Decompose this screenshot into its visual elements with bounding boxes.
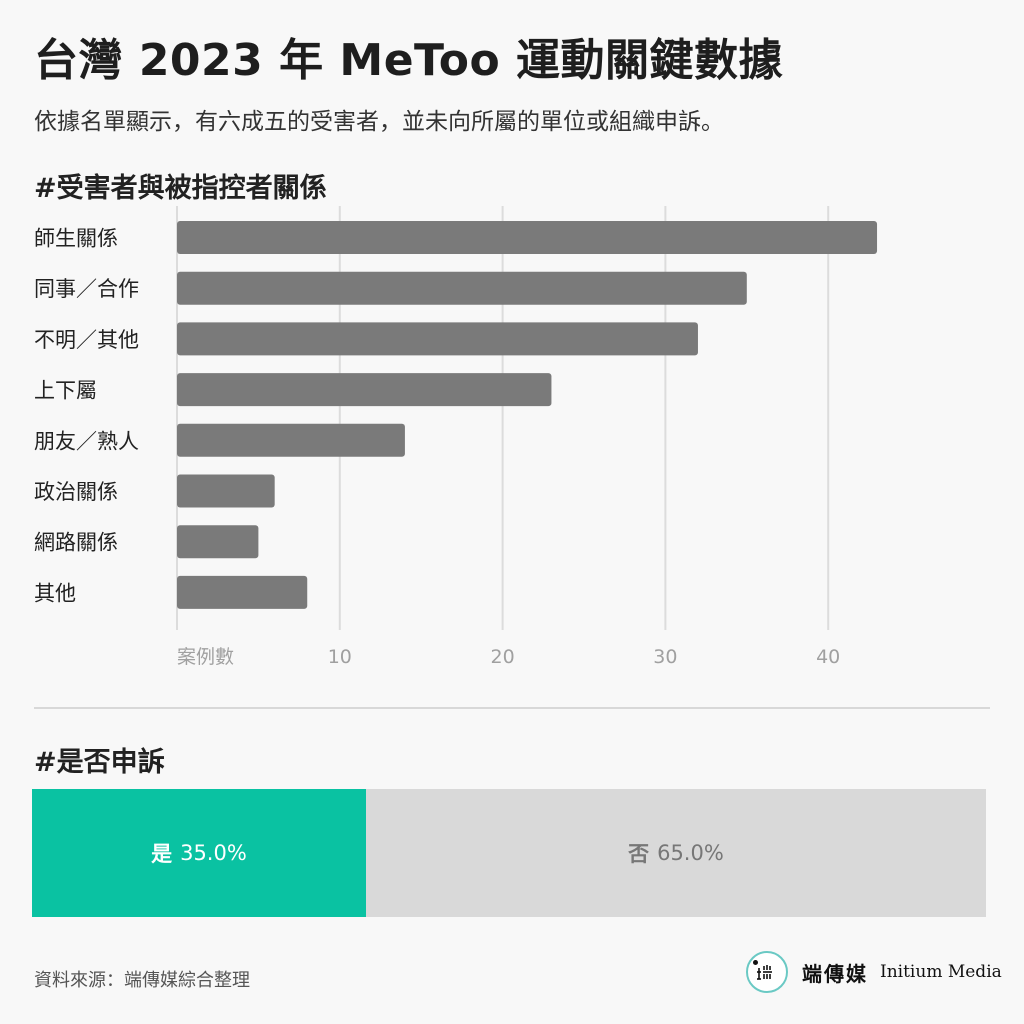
bar	[177, 221, 878, 254]
bar	[177, 373, 552, 407]
source-note: 資料來源：端傳媒綜合整理	[34, 970, 250, 991]
split-value-yes: 35.0%	[180, 841, 247, 865]
bar	[177, 525, 259, 559]
category-label: 網路關係	[34, 531, 118, 555]
bar	[177, 575, 308, 609]
x-axis-label: 案例數	[177, 646, 234, 668]
category-label: 朋友／熟人	[34, 429, 139, 453]
bar-chart-title: #受害者與被指控者關係	[34, 173, 327, 204]
brand-block[interactable]: 端傳媒 Initium Media	[746, 948, 1002, 996]
split-segment-yes: 是 35.0%	[32, 789, 366, 917]
split-label-no: 否	[628, 842, 650, 866]
relationship-bar-chart: 10 20 30 40 案例數 師生關係同事／合作不明／其他上下屬朋友／熟人政治關係網路關…	[34, 206, 878, 668]
bar	[177, 271, 747, 305]
page-title: 台灣 2023 年 MeToo 運動關鍵數據	[34, 35, 783, 86]
bar	[177, 423, 405, 457]
x-tick-label: 20	[491, 646, 515, 668]
x-tick-label: 10	[328, 646, 352, 668]
bar	[177, 322, 698, 356]
page-subtitle: 依據名單顯示，有六成五的受害者，並未向所屬的單位或組織申訴。	[34, 109, 724, 135]
split-segment-no: 否 65.0%	[365, 789, 986, 917]
category-label: 師生關係	[34, 227, 118, 251]
category-label: 上下屬	[34, 379, 97, 403]
category-label: 同事／合作	[34, 277, 139, 301]
section-divider	[34, 707, 990, 709]
split-label-yes: 是	[151, 842, 173, 866]
x-tick-label: 30	[653, 646, 677, 668]
split-chart-title: #是否申訴	[34, 747, 165, 778]
x-tick-label: 40	[816, 646, 840, 668]
complaint-split-bar: 是 35.0% 否 65.0%	[32, 789, 986, 917]
category-label: 政治關係	[34, 480, 118, 504]
brand-name-en: Initium Media	[880, 962, 1002, 982]
bar	[177, 474, 275, 508]
split-value-no: 65.0%	[657, 841, 724, 865]
initium-logo-icon	[746, 951, 788, 993]
brand-name-zh: 端傳媒	[802, 961, 868, 986]
category-label: 其他	[34, 581, 76, 605]
category-label: 不明／其他	[34, 328, 139, 352]
